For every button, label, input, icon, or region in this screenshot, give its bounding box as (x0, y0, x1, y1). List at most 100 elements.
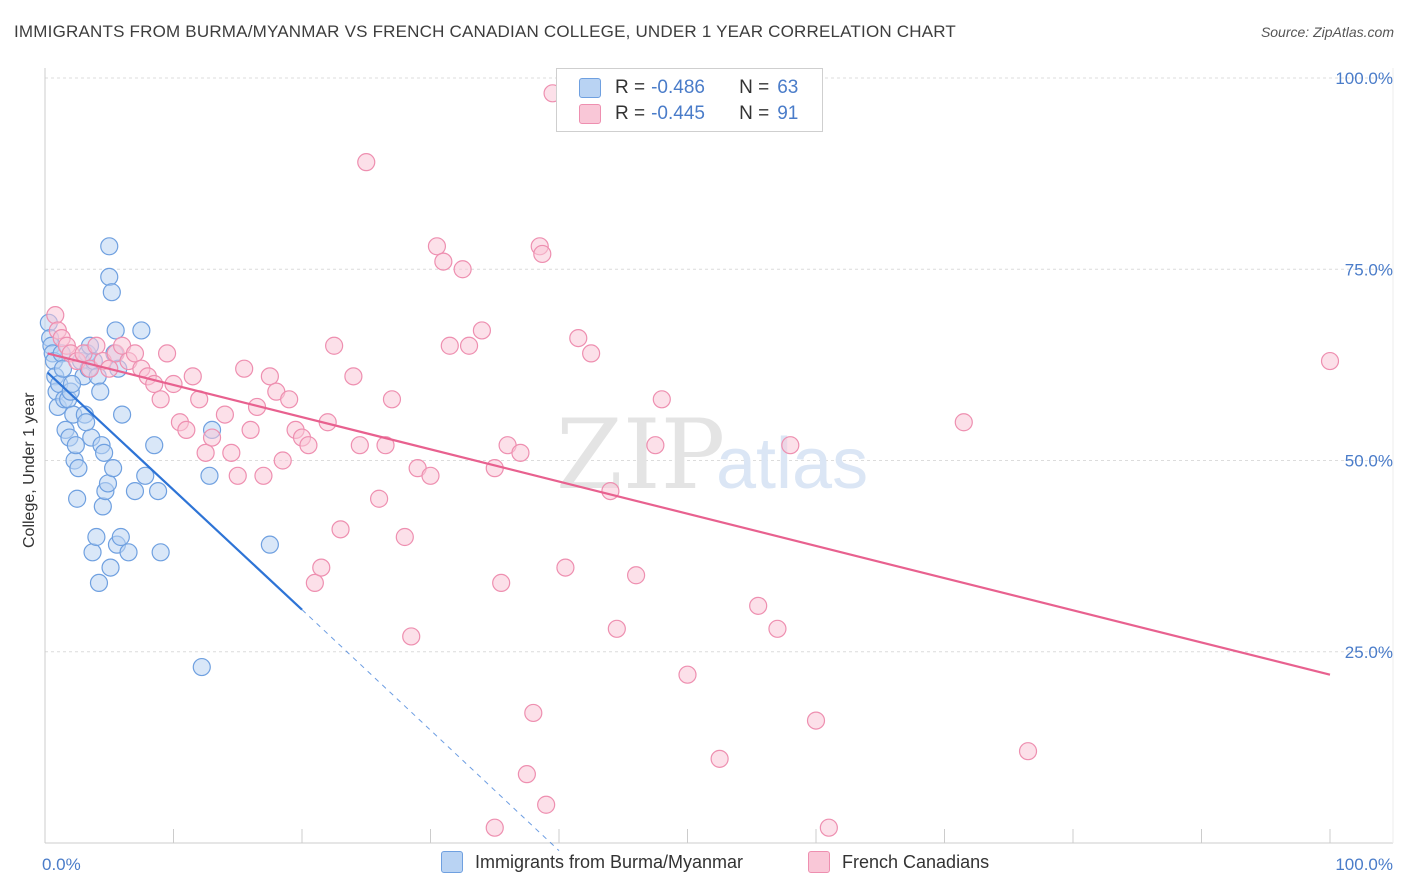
data-point (710, 749, 729, 768)
data-point (325, 336, 344, 355)
watermark-zip: ZIP (556, 399, 725, 511)
legend-r-value: -0.445 (651, 103, 705, 124)
data-point (241, 420, 260, 439)
data-point (102, 283, 121, 302)
legend-row-french-canadians: R = -0.445 N = 91 (579, 101, 798, 127)
data-point (151, 543, 170, 562)
axes (44, 68, 1394, 844)
data-point (91, 382, 110, 401)
data-point (145, 436, 164, 455)
data-point (402, 627, 421, 646)
source-label: Source: ZipAtlas.com (1260, 24, 1394, 40)
data-point (177, 420, 196, 439)
data-point (382, 390, 402, 409)
data-point (511, 443, 530, 462)
legend-n-label: N = (739, 103, 770, 124)
data-point (1018, 742, 1038, 761)
data-point (151, 390, 170, 409)
data-point (196, 443, 215, 462)
bottom-legend: Immigrants from Burma/Myanmar French Can… (0, 851, 1406, 877)
data-point (472, 321, 491, 340)
y-axis-label: College, Under 1 year (21, 392, 38, 548)
data-point (601, 482, 620, 501)
data-point (106, 321, 125, 340)
data-point (119, 543, 138, 562)
data-points (39, 84, 1340, 837)
bottom-legend-swatch-french-canadians (808, 851, 830, 873)
y-tick-label: 75.0% (1345, 260, 1393, 279)
data-point (112, 405, 132, 424)
data-point (132, 321, 151, 340)
data-point (273, 451, 292, 470)
trend-line-french-canadians (47, 352, 1331, 676)
data-point (517, 765, 536, 784)
bottom-legend-burma: Immigrants from Burma/Myanmar (441, 851, 743, 873)
data-point (370, 489, 389, 508)
data-point (305, 573, 324, 593)
y-tick-label: 25.0% (1345, 643, 1393, 662)
legend-n-value: 91 (777, 103, 799, 124)
data-point (749, 596, 768, 615)
data-point (200, 466, 219, 485)
data-point (395, 527, 414, 547)
data-point (222, 443, 241, 462)
data-point (652, 390, 671, 409)
data-point (485, 459, 504, 478)
legend-swatch-french-canadians (579, 104, 601, 124)
data-point (344, 367, 363, 386)
data-point (524, 703, 543, 723)
data-point (556, 558, 575, 577)
data-point (331, 520, 350, 539)
data-point (111, 527, 130, 547)
bottom-legend-label-burma: Immigrants from Burma/Myanmar (475, 851, 744, 872)
x-tick-label: 0.0% (42, 855, 81, 874)
data-point (459, 336, 479, 355)
data-point (280, 390, 299, 409)
grid-lines (45, 77, 1393, 653)
data-point (1320, 351, 1340, 371)
series-french-canadians (46, 84, 1340, 837)
data-point (569, 329, 588, 348)
data-point (95, 443, 114, 462)
data-point (228, 466, 247, 485)
data-point (434, 252, 453, 271)
watermark-atlas: atlas (716, 424, 868, 504)
data-point (183, 367, 202, 386)
data-point (537, 795, 556, 814)
data-point (260, 535, 279, 554)
data-point (312, 558, 331, 577)
data-point (260, 367, 279, 386)
chart-title: IMMIGRANTS FROM BURMA/MYANMAR VS FRENCH … (14, 22, 957, 41)
data-point (98, 474, 118, 493)
legend-n-label: N = (739, 77, 770, 98)
trend-line-burma-extension (301, 609, 560, 852)
data-point (485, 818, 504, 837)
data-point (492, 573, 511, 593)
data-point (136, 466, 155, 485)
legend-r-value: -0.486 (651, 77, 705, 98)
data-point (66, 436, 85, 455)
data-point (453, 260, 472, 279)
data-point (678, 665, 697, 684)
data-point (215, 405, 234, 424)
bottom-legend-label-french-canadians: French Canadians (842, 851, 990, 872)
data-point (157, 344, 177, 363)
data-point (93, 497, 112, 516)
series-burma (39, 237, 279, 677)
data-point (357, 153, 376, 172)
data-point (768, 619, 787, 638)
data-point (77, 413, 96, 432)
data-point (100, 237, 119, 256)
legend-swatch-burma (579, 78, 601, 98)
data-point (53, 359, 73, 378)
data-point (350, 436, 369, 455)
data-point (148, 482, 168, 501)
data-point (202, 428, 222, 447)
data-point (626, 566, 646, 585)
data-point (781, 436, 800, 455)
data-point (69, 459, 88, 478)
data-point (299, 436, 318, 455)
data-point (440, 336, 459, 355)
data-point (46, 306, 65, 325)
